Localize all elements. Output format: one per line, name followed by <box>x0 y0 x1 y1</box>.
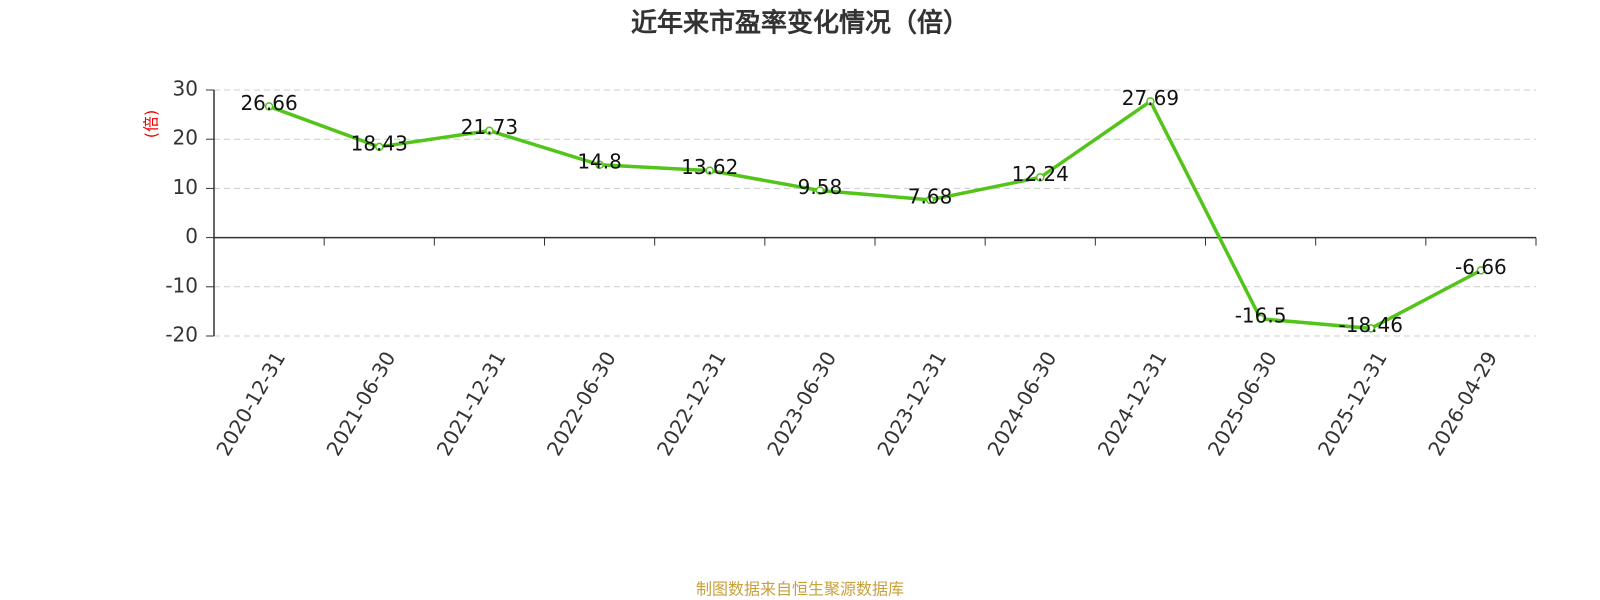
data-label: -16.5 <box>1235 303 1287 327</box>
data-label: -6.66 <box>1455 255 1507 279</box>
chart-title: 近年来市盈率变化情况（倍） <box>631 8 969 39</box>
y-tick-label: -20 <box>165 323 198 347</box>
point <box>1146 97 1155 106</box>
x-tick-label: 2021-06-30 <box>321 347 400 460</box>
y-tick-label: 30 <box>173 77 198 101</box>
point <box>485 126 494 135</box>
data-label: -18.46 <box>1339 313 1403 337</box>
point <box>375 142 384 152</box>
x-tick-label: 2023-06-30 <box>762 347 841 460</box>
x-tick-label: 2020-12-31 <box>211 347 290 460</box>
point <box>264 102 274 111</box>
data-label: 18.43 <box>351 131 408 155</box>
point <box>1476 266 1486 275</box>
point <box>705 166 714 175</box>
y-axis-label: (倍) <box>142 110 161 139</box>
x-tick-label: 2022-12-31 <box>652 347 731 460</box>
y-tick-label: -10 <box>165 273 198 297</box>
data-label: 9.58 <box>798 175 843 199</box>
x-tick-label: 2024-12-31 <box>1093 347 1172 460</box>
line <box>268 98 1482 331</box>
point <box>925 195 935 205</box>
data-label: 26.66 <box>240 91 297 115</box>
data-label: 21.73 <box>461 115 518 139</box>
data-label: 27.69 <box>1122 86 1179 110</box>
data-label: 7.68 <box>908 184 953 208</box>
x-tick-label: 2022-06-30 <box>542 347 621 460</box>
x-tick-label: 2025-12-31 <box>1313 347 1392 460</box>
x-tick-label: 2023-12-31 <box>872 347 951 460</box>
y-tick-label: 20 <box>173 126 198 150</box>
x-tick-label: 2021-12-31 <box>432 347 511 460</box>
x-tick-label: 2024-06-30 <box>982 347 1061 460</box>
y-tick-label: 10 <box>173 175 198 199</box>
point <box>595 160 604 170</box>
point <box>1256 314 1265 324</box>
point <box>815 186 825 195</box>
x-tick-label: 2026-04-29 <box>1423 347 1502 460</box>
point <box>1366 324 1375 333</box>
point <box>1036 173 1045 182</box>
y-tick-label: 0 <box>185 224 198 248</box>
data-label: 12.24 <box>1012 162 1069 186</box>
x-tick-label: 2025-06-30 <box>1203 347 1282 460</box>
data-label: 13.62 <box>681 155 738 179</box>
data-label: 14.8 <box>577 149 622 173</box>
source-note: 制图数据来自恒生聚源数据库 <box>696 580 904 599</box>
